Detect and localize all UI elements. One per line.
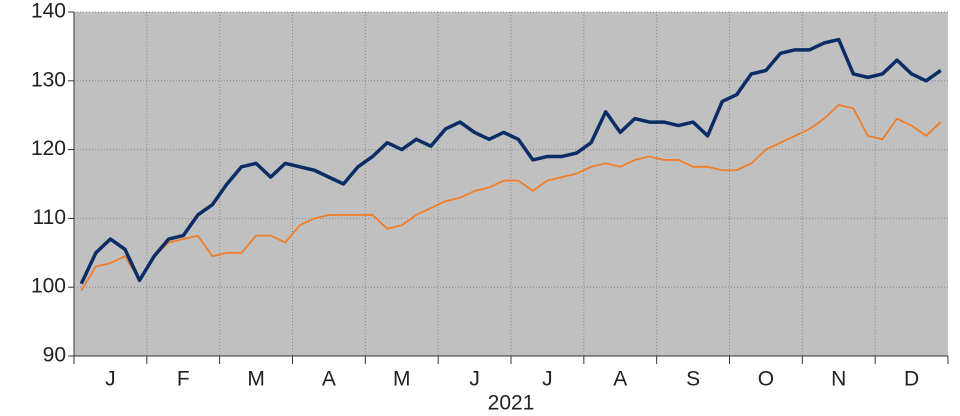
x-tick-label: F: [177, 368, 190, 391]
x-tick-label: M: [247, 368, 265, 391]
x-tick-label: A: [613, 368, 627, 391]
x-tick-label: D: [904, 368, 919, 391]
x-tick-label: J: [469, 368, 480, 391]
x-tick-label: J: [105, 368, 116, 391]
x-tick-label: M: [393, 368, 411, 391]
x-tick-label: O: [758, 368, 774, 391]
x-tick-label: S: [686, 368, 700, 391]
y-tick-label: 100: [31, 275, 66, 298]
y-tick-label: 120: [31, 137, 66, 160]
x-axis-label: 2021: [488, 392, 535, 415]
y-tick-label: 140: [31, 0, 66, 23]
series-line: [79, 37, 942, 285]
x-tick-label: N: [831, 368, 846, 391]
y-tick-label: 110: [33, 206, 66, 229]
x-tick-label: J: [542, 368, 553, 391]
y-tick-label: 90: [43, 344, 66, 367]
y-tick-label: 130: [31, 68, 66, 91]
series-line: [80, 103, 942, 292]
x-tick-label: A: [322, 368, 336, 391]
